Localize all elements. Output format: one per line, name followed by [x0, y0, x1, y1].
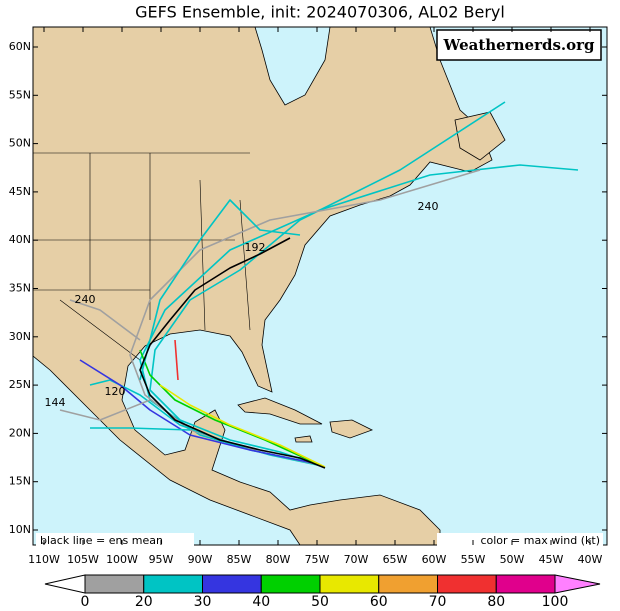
lon-label: 80W: [266, 553, 291, 566]
newfoundland: [454, 111, 506, 161]
lon-label: 50W: [500, 553, 525, 566]
track-label: 240: [418, 200, 439, 213]
lon-label: 105W: [67, 553, 99, 566]
track-label: 120: [105, 385, 126, 398]
colorbar-label: 60: [370, 594, 388, 610]
ensemble-mean-track: [139, 237, 326, 469]
colorbar-segment: [554, 574, 601, 594]
lat-label: 60N: [9, 40, 31, 53]
lon-label: 70W: [344, 553, 369, 566]
note-right: color = max wind (kt): [480, 534, 600, 547]
colorbar-segment: [260, 574, 321, 594]
lon-label: 75W: [305, 553, 330, 566]
lon-label: 45W: [539, 553, 564, 566]
map-frame: [32, 26, 608, 546]
hudson-bay: [254, 26, 331, 106]
lon-label: 110W: [28, 553, 60, 566]
lat-label: 25N: [9, 378, 31, 391]
cuba: [237, 397, 323, 425]
lat-label: 10N: [9, 523, 31, 536]
colorbar-segment: [143, 574, 203, 594]
colorbar-segment: [319, 574, 380, 594]
lon-label: 60W: [422, 553, 447, 566]
colorbar-label: 50: [311, 594, 329, 610]
lat-label: 20N: [9, 426, 31, 439]
colorbar-segment: [202, 574, 262, 594]
credit: Weathernerds.org: [442, 36, 595, 54]
lat-label: 30N: [9, 330, 31, 343]
colorbar-segment: [44, 574, 86, 594]
colorbar-label: 0: [81, 594, 90, 610]
lat-label: 50N: [9, 137, 31, 150]
hispaniola: [329, 419, 374, 439]
colorbar-label: 80: [487, 594, 505, 610]
colorbar-segment: [495, 574, 556, 594]
credit-box: [436, 29, 602, 61]
title: GEFS Ensemble, init: 2024070306, AL02 Be…: [135, 3, 505, 22]
colorbar-segment: [437, 574, 497, 594]
lon-label: 40W: [578, 553, 603, 566]
colorbar-label: 100: [542, 594, 569, 610]
lon-label: 85W: [227, 553, 252, 566]
colorbar-label: 30: [194, 594, 212, 610]
lat-label: 40N: [9, 233, 31, 246]
note-bg: [437, 533, 603, 547]
lat-label: 55N: [9, 88, 31, 101]
colorbar-label: 70: [429, 594, 447, 610]
track-label: 144: [45, 396, 66, 409]
note-left: black line = ens mean: [40, 534, 163, 547]
colorbar-label: 20: [135, 594, 153, 610]
land: [32, 26, 493, 546]
jamaica: [294, 435, 313, 443]
colorbar-segment: [378, 574, 438, 594]
lon-label: 100W: [106, 553, 138, 566]
lon-label: 95W: [149, 553, 174, 566]
lon-label: 65W: [383, 553, 408, 566]
colorbar-segment: [84, 574, 145, 594]
track-label: 192: [245, 241, 266, 254]
lon-label: 90W: [188, 553, 213, 566]
lat-label: 15N: [9, 475, 31, 488]
lat-label: 35N: [9, 282, 31, 295]
lat-label: 45N: [9, 185, 31, 198]
track-label: 240: [75, 293, 96, 306]
colorbar-label: 40: [252, 594, 270, 610]
note-bg: [36, 533, 194, 547]
lon-label: 55W: [461, 553, 486, 566]
